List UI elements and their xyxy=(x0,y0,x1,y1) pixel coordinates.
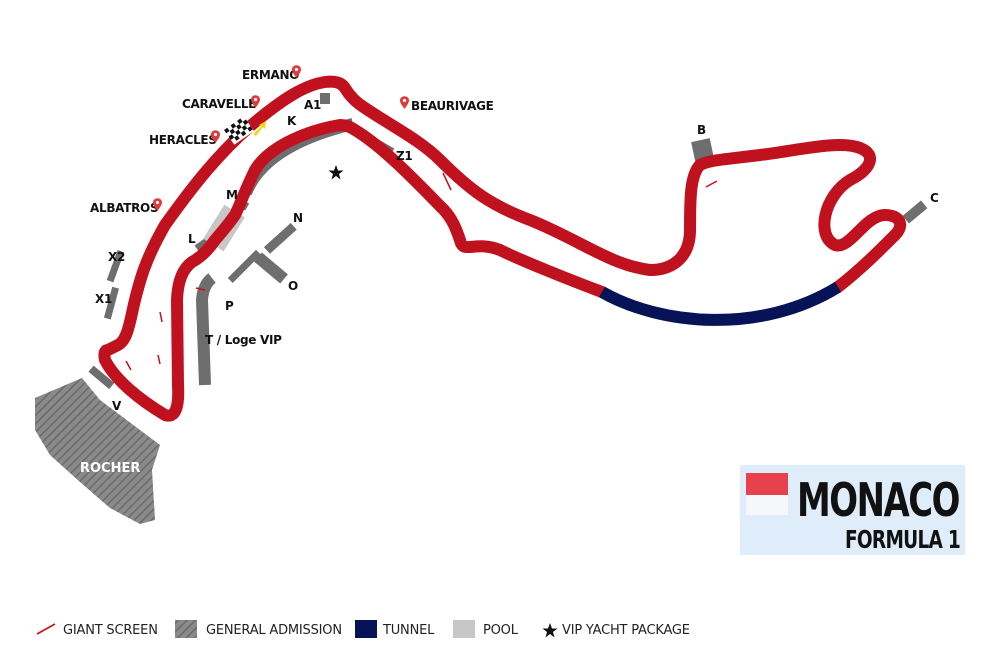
stand-p[interactable] xyxy=(227,249,261,283)
title-panel: MONACO FORMULA 1 xyxy=(740,465,965,555)
label-c: C xyxy=(930,191,939,205)
legend-giant-screen: GIANT SCREEN xyxy=(63,623,158,638)
legend-general-admission: GENERAL ADMISSION xyxy=(206,623,342,638)
stand-o[interactable] xyxy=(254,252,288,284)
label-t-loge-vip: T / Loge VIP xyxy=(205,333,282,347)
tunnel xyxy=(599,281,842,326)
label-p: P xyxy=(225,299,234,313)
label-heracles: HERACLES xyxy=(149,133,217,147)
rocher-label: ROCHER xyxy=(80,461,140,476)
stand-n[interactable] xyxy=(263,222,297,254)
label-o: O xyxy=(288,279,298,293)
label-caravelle: CARAVELLE xyxy=(182,97,256,111)
label-x2: X2 xyxy=(108,250,125,264)
label-b: B xyxy=(697,123,706,137)
stand-t[interactable] xyxy=(195,273,216,386)
title-sub: FORMULA 1 xyxy=(845,525,960,554)
legend: GIANT SCREEN GENERAL ADMISSION TUNNEL PO… xyxy=(36,620,690,638)
legend-tunnel: TUNNEL xyxy=(382,623,435,638)
giant-screens xyxy=(125,172,718,371)
stand-b[interactable] xyxy=(691,138,714,162)
label-x1: X1 xyxy=(95,292,112,306)
vip-yacht-star-icon xyxy=(328,165,344,180)
label-k: K xyxy=(287,114,297,128)
label-a1: A1 xyxy=(304,98,321,112)
rocher-area[interactable] xyxy=(35,378,160,524)
label-ermano: ERMANO xyxy=(242,68,299,82)
legend-giant-screen-swatch xyxy=(36,623,56,635)
label-v: V xyxy=(112,399,122,413)
beaurivage-pin-icon xyxy=(400,96,409,109)
label-albatros: ALBATROS xyxy=(90,201,158,215)
stand-x1[interactable] xyxy=(103,286,120,320)
stand-a1[interactable] xyxy=(320,93,330,104)
track xyxy=(98,75,907,422)
label-beaurivage: BEAURIVAGE xyxy=(411,99,494,113)
label-z1: Z1 xyxy=(396,149,412,163)
monaco-flag-bottom xyxy=(746,495,788,515)
label-l: L xyxy=(188,232,196,246)
legend-pool-swatch xyxy=(453,620,475,638)
start-line-flag xyxy=(224,116,254,145)
legend-tunnel-swatch xyxy=(355,620,377,638)
stand-c[interactable] xyxy=(902,200,928,224)
label-n: N xyxy=(293,211,303,225)
legend-general-admission-swatch xyxy=(175,620,197,638)
legend-pool: POOL xyxy=(483,623,519,638)
legend-star-icon xyxy=(542,623,558,638)
stand-x2[interactable] xyxy=(106,249,125,283)
direction-arrow-icon xyxy=(253,121,266,136)
monaco-flag-top xyxy=(746,473,788,495)
legend-vip-yacht: VIP YACHT PACKAGE xyxy=(562,623,690,638)
stand-v[interactable] xyxy=(88,365,115,390)
label-m: M xyxy=(226,188,238,202)
title-main: MONACO xyxy=(797,473,959,527)
